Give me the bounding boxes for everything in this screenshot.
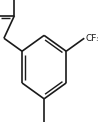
Text: CF₃: CF₃ — [85, 34, 98, 43]
